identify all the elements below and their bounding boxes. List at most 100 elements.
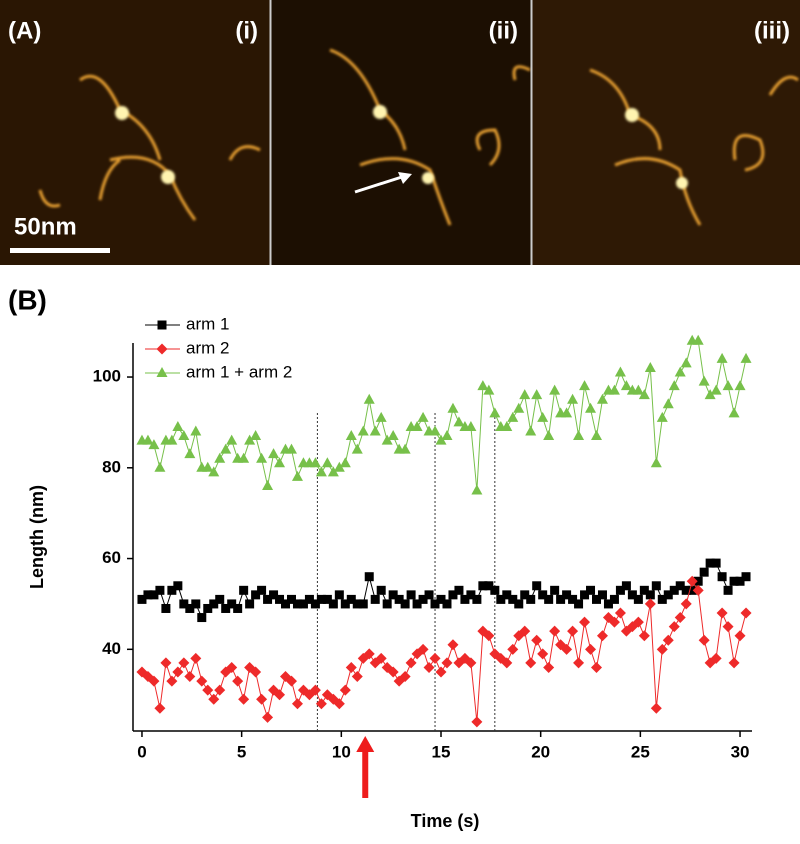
- point: [734, 630, 746, 642]
- point: [411, 420, 423, 431]
- point: [310, 599, 320, 609]
- point: [544, 594, 554, 604]
- point: [339, 684, 351, 696]
- afm-image: [271, 0, 531, 265]
- point: [239, 585, 249, 595]
- point: [226, 434, 238, 445]
- x-axis-label: Time (s): [411, 811, 480, 831]
- point: [388, 590, 398, 600]
- point: [412, 599, 422, 609]
- point: [644, 598, 656, 610]
- point: [740, 607, 752, 619]
- point: [214, 684, 226, 696]
- point: [291, 470, 303, 481]
- point: [405, 657, 417, 669]
- point: [561, 643, 573, 655]
- point: [716, 352, 728, 363]
- point: [285, 675, 297, 687]
- point: [608, 616, 620, 628]
- event-arrow: [356, 736, 375, 798]
- point: [466, 590, 476, 600]
- point: [520, 590, 530, 600]
- point: [669, 585, 679, 595]
- y-tick-label: 60: [102, 548, 121, 567]
- point: [674, 612, 686, 624]
- point: [717, 572, 727, 582]
- image-label: (ii): [489, 17, 518, 44]
- point: [196, 675, 208, 687]
- point: [327, 466, 339, 477]
- point: [375, 411, 387, 422]
- point: [465, 420, 477, 431]
- point: [137, 594, 147, 604]
- x-tick-label: 5: [237, 742, 246, 761]
- point: [143, 590, 153, 600]
- arrow: [354, 174, 406, 194]
- point: [424, 590, 434, 600]
- point: [501, 420, 513, 431]
- point: [716, 607, 728, 619]
- point: [263, 594, 273, 604]
- point: [644, 361, 656, 372]
- point: [686, 575, 698, 587]
- point: [538, 590, 548, 600]
- point: [735, 576, 745, 586]
- point: [172, 420, 184, 431]
- point: [687, 585, 697, 595]
- point: [274, 689, 286, 701]
- point: [166, 434, 178, 445]
- point: [621, 581, 631, 591]
- point: [507, 411, 519, 422]
- point: [387, 430, 399, 441]
- point: [269, 590, 279, 600]
- point: [429, 425, 441, 436]
- point: [662, 398, 674, 409]
- point: [525, 657, 537, 669]
- point: [345, 661, 357, 673]
- point: [190, 425, 202, 436]
- point: [406, 590, 416, 600]
- point: [638, 389, 650, 400]
- y-tick-label: 100: [93, 367, 121, 386]
- point: [340, 599, 350, 609]
- point: [561, 407, 573, 418]
- point: [209, 599, 219, 609]
- point: [148, 675, 160, 687]
- point: [333, 698, 345, 710]
- point: [615, 585, 625, 595]
- point: [662, 634, 674, 646]
- point: [585, 643, 597, 655]
- point: [627, 590, 637, 600]
- point: [502, 590, 512, 600]
- point: [358, 599, 368, 609]
- point: [214, 452, 226, 463]
- afm-images: (A) (i) (ii) (iii) 50nm: [0, 0, 800, 265]
- point: [675, 581, 685, 591]
- point: [245, 599, 255, 609]
- point: [173, 581, 183, 591]
- point: [292, 599, 302, 609]
- point: [680, 598, 692, 610]
- x-tick-label: 10: [332, 742, 351, 761]
- point: [645, 590, 655, 600]
- point: [681, 585, 691, 595]
- point: [592, 594, 602, 604]
- point: [430, 599, 440, 609]
- point: [250, 430, 262, 441]
- point: [333, 461, 345, 472]
- y-tick-label: 40: [102, 639, 121, 658]
- point: [417, 411, 429, 422]
- point: [705, 558, 715, 568]
- point: [692, 584, 704, 596]
- point: [155, 585, 165, 595]
- point: [149, 590, 159, 600]
- point: [501, 657, 513, 669]
- legend-marker: [156, 367, 168, 377]
- point: [519, 389, 531, 400]
- point: [285, 443, 297, 454]
- point: [435, 434, 447, 445]
- point: [698, 634, 710, 646]
- point: [251, 590, 261, 600]
- point: [339, 457, 351, 468]
- point: [309, 457, 321, 468]
